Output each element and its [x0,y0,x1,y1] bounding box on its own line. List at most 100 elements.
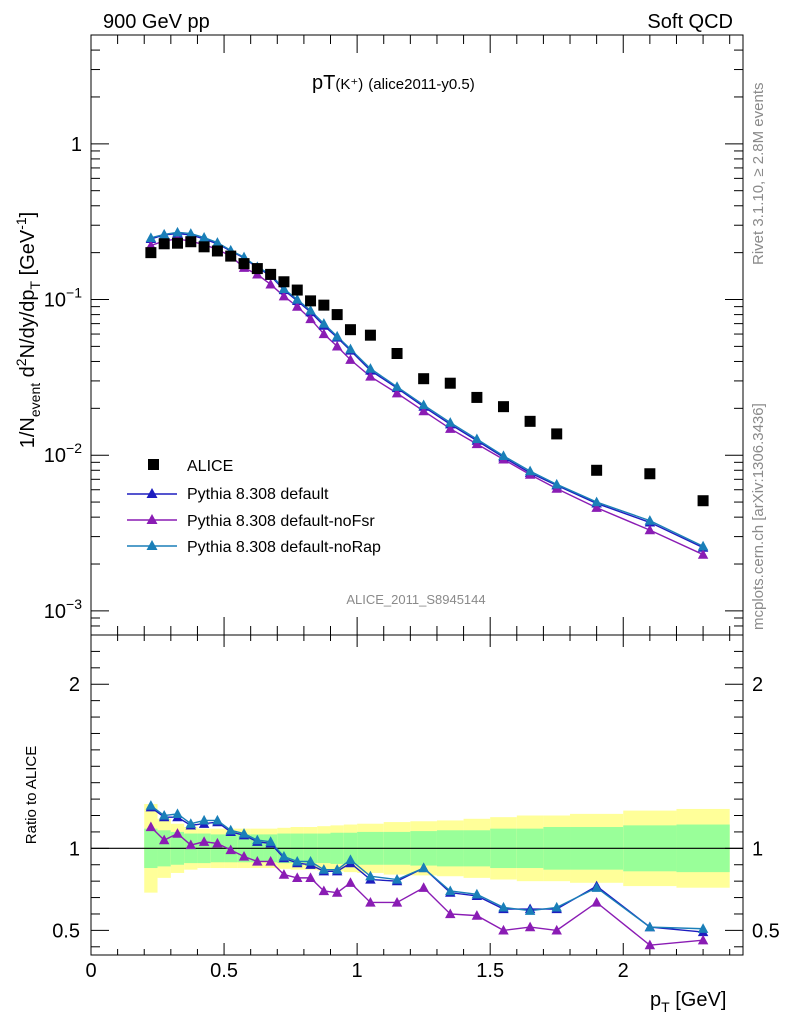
ratio-series-point [278,851,290,861]
ratio-series-point [158,834,170,845]
data-point [444,377,456,389]
main-series-point [331,330,343,341]
data-point [391,347,403,359]
ratio-series-point [591,896,602,907]
data-point [305,295,317,307]
ratio-series-point [252,855,263,866]
rivet-version-label: Rivet 3.1.10, ≥ 2.8M events [750,83,767,266]
analysis-watermark: ALICE_2011_S8945144 [346,592,485,607]
ratio-series-point [145,800,157,810]
ratio-series-point [551,924,562,935]
main-series-point [697,549,709,559]
ratio-series-point [697,934,709,945]
ratio-series-point [252,834,263,845]
ratio-series-point [198,814,210,825]
ratio-series-point [365,896,376,907]
x-tick-label: 0.5 [210,960,238,982]
main-series-point [644,515,656,525]
main-series-point [498,450,509,461]
main-series-point [278,290,290,301]
ratio-series-point [225,824,236,835]
main-series-point [318,318,330,328]
ratio-series-point [418,882,429,892]
legend-label-nofsr: Pythia 8.308 default-noFsr [187,513,375,530]
ratio-series-point [524,905,536,915]
ratio-series-point [391,896,403,907]
main-series-point [145,232,157,242]
data-point [278,276,290,288]
main-title: pT(K⁺) (alice2011-y0.5) [312,72,475,94]
main-series-point [265,278,276,289]
ratio-series-point [345,877,356,887]
ratio-series-point [498,924,509,935]
data-point [171,237,183,249]
ratio-series-point [644,921,656,932]
data-point [318,299,330,311]
main-title-tag: (alice2011-y0.5) [368,76,474,93]
ratio-series-point [318,864,330,874]
main-y-tick-label: 1 [71,134,82,156]
data-point [291,284,303,296]
ratio-series-point [185,818,197,828]
legend: ALICE Pythia 8.308 default Pythia 8.308 … [127,458,381,556]
main-series-point [524,465,536,476]
ratio-series-point [198,836,210,846]
main-series-point [644,524,656,535]
main-series-point [391,387,403,398]
ratio-series-point [172,828,183,838]
ratio-y-tick-label: 0.5 [52,920,80,942]
ratio-frame [90,634,744,956]
x-tick-label: 0 [85,960,96,982]
ratio-series-point [212,814,223,825]
main-series-point [185,228,197,238]
main-series-point [172,226,183,237]
x-tick-label: 1 [352,960,363,982]
ratio-series-point [158,810,170,820]
data-point [265,268,277,280]
ratio-series-point [418,862,429,873]
main-series-point [278,283,290,294]
ratio-series-point [212,837,223,848]
main-series-point [292,301,303,311]
ratio-series-point [551,901,562,912]
main-series-line [150,238,704,556]
data-point [238,258,250,270]
main-series-point [591,502,602,512]
ratio-series-point [591,882,602,892]
ratio-series-point [524,921,536,932]
ratio-plot-area: 0.5 1 2 [52,635,743,955]
legend-label-norap: Pythia 8.308 default-noRap [187,539,381,556]
data-point [211,245,223,257]
main-series-point [418,399,429,410]
data-point [418,373,430,385]
ratio-series-point [265,836,276,846]
main-series-point [418,405,429,416]
main-plot-area: 10−3 10−2 10−1 1 [44,34,743,636]
ratio-y-tick-label: 1 [69,838,80,860]
ratio-series-point [697,923,709,933]
x-axis-label: pT [GeV] [650,989,726,1015]
ratio-series-point [345,854,356,864]
main-y-tick-label: 10−3 [44,596,82,623]
legend-marker-nofsr [146,514,158,524]
ratio-y-tick-label-right: 2 [752,674,763,696]
main-y-tick-label: 10−2 [44,440,82,467]
data-point [198,241,210,253]
main-series-point [292,294,303,304]
legend-label-alice: ALICE [187,458,233,475]
legend-marker-alice [148,459,159,470]
ratio-series-point [471,910,483,920]
x-tick-label: 1.5 [476,960,504,982]
main-series-point [212,237,223,247]
ratio-series-point [331,864,343,874]
ratio-series-point [292,872,303,882]
data-point [251,263,263,275]
ratio-series-point [498,901,509,912]
data-point [697,495,709,507]
data-point [524,415,536,427]
main-series-point [331,340,343,351]
ratio-series-point [238,851,250,861]
ratio-series-point [172,808,183,818]
data-point [591,464,603,476]
main-series-point [305,313,316,324]
